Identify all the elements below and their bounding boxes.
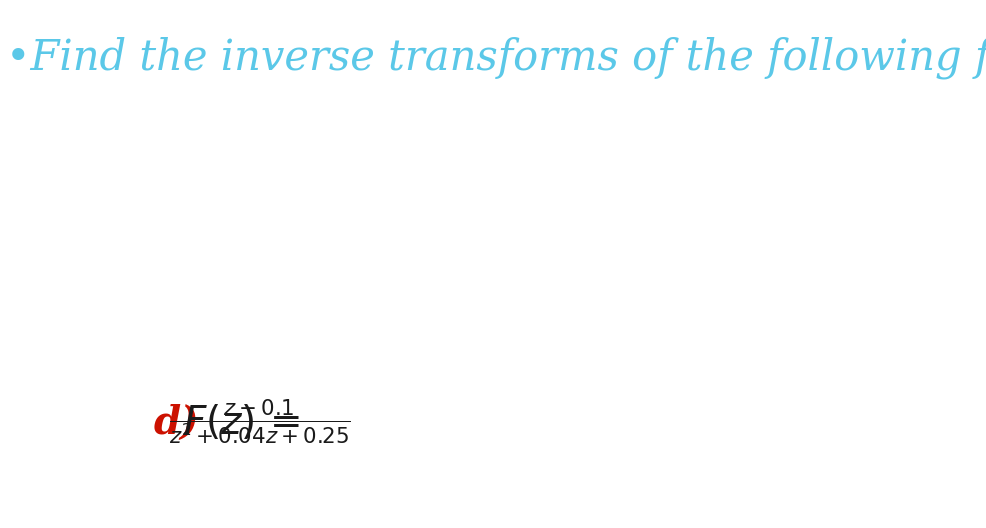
Text: •Find the inverse transforms of the following functions: •Find the inverse transforms of the foll… <box>6 37 986 79</box>
Text: $\frac{z-0.1}{z^2+0.04z+0.25}$: $\frac{z-0.1}{z^2+0.04z+0.25}$ <box>170 398 351 447</box>
Text: $F(z)\,=$: $F(z)\,=$ <box>183 403 301 442</box>
Text: d): d) <box>153 403 199 441</box>
